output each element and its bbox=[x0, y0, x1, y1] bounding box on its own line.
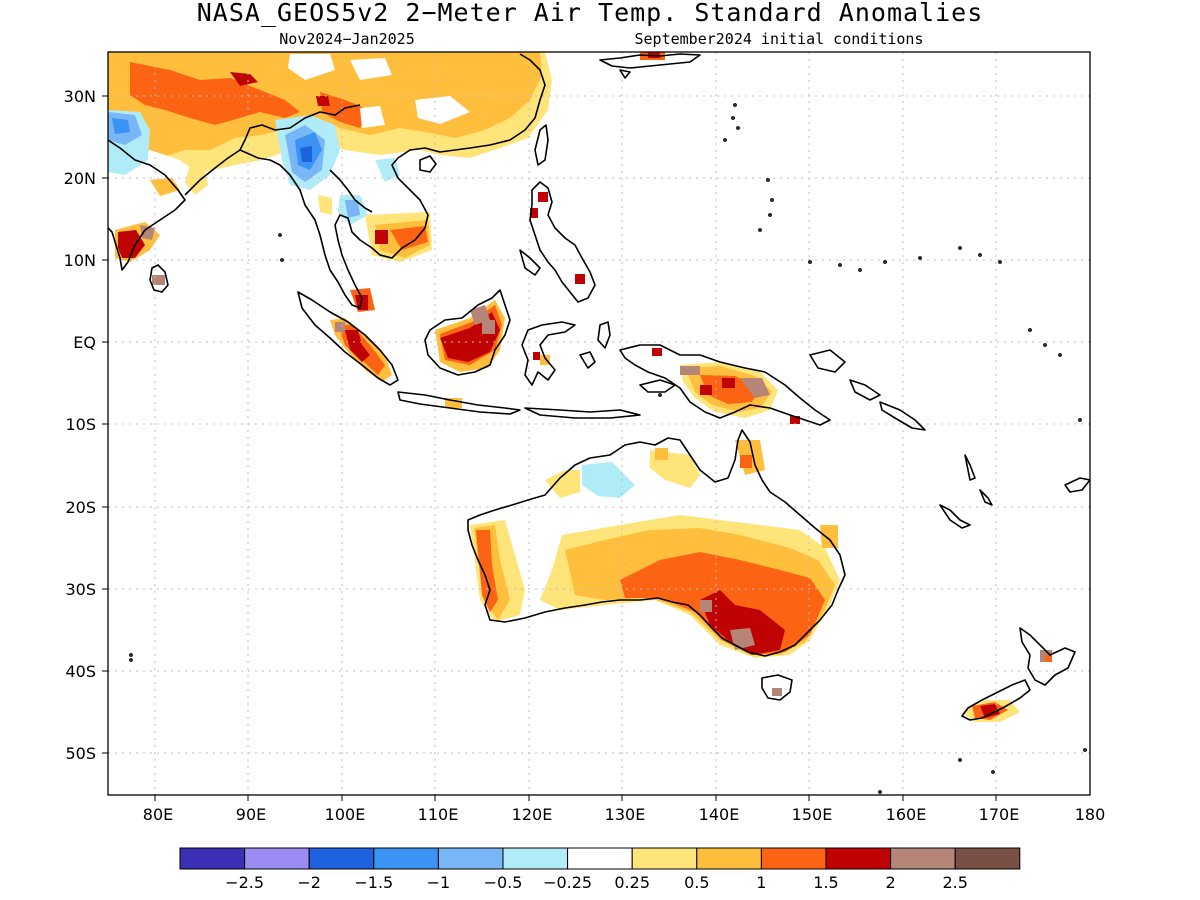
lat-label: 40S bbox=[65, 662, 96, 681]
lat-label: 10N bbox=[64, 251, 96, 270]
lon-label: 170E bbox=[979, 805, 1020, 824]
lat-label: 20N bbox=[64, 169, 96, 188]
island-dots bbox=[129, 103, 1087, 794]
colorbar: −2.5 −2 −1.5 −1 −0.5 −0.25 0.25 0.5 1 1.5 2 2.5 bbox=[179, 847, 1021, 892]
colorbar-tick-label: −0.5 bbox=[484, 873, 523, 892]
colorbar-swatch bbox=[373, 847, 439, 870]
colorbar-tick-label: −1.5 bbox=[354, 873, 393, 892]
lon-label: 150E bbox=[792, 805, 833, 824]
lon-label: 110E bbox=[418, 805, 459, 824]
lon-label: 180 bbox=[1075, 805, 1106, 824]
colorbar-tick-label: −0.25 bbox=[543, 873, 592, 892]
lat-label: 30S bbox=[65, 580, 96, 599]
coastlines bbox=[108, 53, 1090, 721]
colorbar-tick-label: 0.25 bbox=[614, 873, 650, 892]
initial-conditions: September2024 initial conditions bbox=[635, 30, 924, 48]
colorbar-tick-label: −1 bbox=[427, 873, 451, 892]
lat-label: 30N bbox=[64, 87, 96, 106]
lon-label: 100E bbox=[325, 805, 366, 824]
colorbar-swatch bbox=[825, 847, 892, 870]
lon-axis: 80E 90E 100E 110E 120E 130E 140E 150E 16… bbox=[143, 795, 1106, 824]
figure-title: NASA_GEOS5v2 2−Meter Air Temp. Standard … bbox=[197, 0, 984, 27]
colorbar-swatch bbox=[244, 847, 310, 870]
colorbar-tick-label: 1.5 bbox=[813, 873, 838, 892]
colorbar-tick-label: 2.5 bbox=[942, 873, 967, 892]
colorbar-swatch bbox=[696, 847, 762, 870]
lon-label: 90E bbox=[236, 805, 266, 824]
lon-label: 160E bbox=[886, 805, 927, 824]
lon-label: 120E bbox=[512, 805, 553, 824]
colorbar-tick-label: 2 bbox=[886, 873, 896, 892]
forecast-period: Nov2024−Jan2025 bbox=[279, 30, 414, 48]
colorbar-tick-label: −2.5 bbox=[225, 873, 264, 892]
anomaly-shading bbox=[108, 52, 1052, 722]
colorbar-tick-label: 0.5 bbox=[684, 873, 709, 892]
colorbar-swatch bbox=[308, 847, 375, 870]
colorbar-swatch bbox=[567, 847, 633, 870]
lat-lon-grid bbox=[108, 52, 1090, 795]
map-plot-area bbox=[108, 52, 1090, 795]
colorbar-tick-label: 1 bbox=[756, 873, 766, 892]
colorbar-swatch bbox=[179, 847, 246, 870]
colorbar-swatch bbox=[760, 847, 827, 870]
lon-label: 130E bbox=[605, 805, 646, 824]
lat-label: 50S bbox=[65, 744, 96, 763]
lat-label: 10S bbox=[65, 415, 96, 434]
lon-label: 140E bbox=[699, 805, 740, 824]
colorbar-swatch bbox=[631, 847, 698, 870]
colorbar-swatch bbox=[890, 847, 956, 870]
colorbar-swatch bbox=[954, 847, 1021, 870]
lon-label: 80E bbox=[143, 805, 173, 824]
lat-label: 20S bbox=[65, 498, 96, 517]
colorbar-swatch bbox=[502, 847, 569, 870]
colorbar-tick-label: −2 bbox=[297, 873, 321, 892]
lat-label: EQ bbox=[73, 333, 96, 352]
lat-axis: 30N 20N 10N EQ 10S 20S 30S 40S 50S bbox=[64, 87, 108, 763]
colorbar-swatch bbox=[437, 847, 504, 870]
